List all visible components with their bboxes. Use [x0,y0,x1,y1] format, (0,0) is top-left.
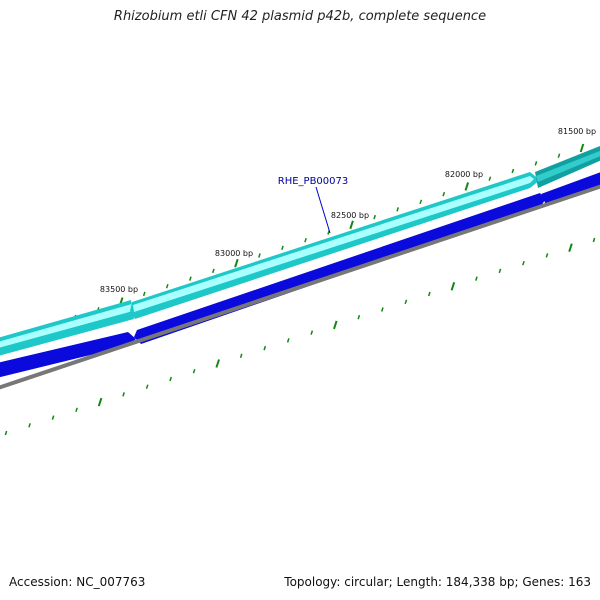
ruler-major-tick [234,258,239,268]
ruler-minor-tick [396,207,400,212]
inner-major-tick [215,359,220,368]
inner-minor-tick [51,415,55,420]
ruler-label: 83500 bp [100,285,138,294]
ruler-minor-tick [419,199,423,205]
forward-gene-band-selected-highlight [536,150,600,182]
forward-gene-band-main-highlight [133,176,534,312]
inner-major-tick [97,397,103,407]
ruler-major-tick [579,143,585,153]
ruler-minor-tick [211,268,215,274]
ruler-major-tick [349,220,354,230]
inner-minor-tick [522,260,525,266]
ruler-label: 82000 bp [445,170,483,179]
inner-minor-tick [122,392,125,397]
inner-ruler-ticks [4,237,596,436]
ruler-major-tick [464,182,470,191]
inner-minor-tick [498,268,502,274]
inner-minor-tick [145,384,149,389]
inner-minor-tick [404,299,408,305]
inner-minor-tick [286,338,290,343]
inner-minor-tick [239,353,243,359]
reverse-gene-arrow-left[interactable] [0,332,136,382]
ruler-minor-tick [534,161,538,166]
inner-major-tick [450,281,456,291]
gene-label[interactable]: RHE_PB00073 [278,176,349,187]
inner-minor-tick [427,291,431,297]
ruler-minor-tick [142,291,146,297]
ruler-minor-tick [281,245,284,251]
inner-minor-tick [263,345,267,351]
inner-minor-tick [545,253,549,258]
reverse-gene-arrow-right[interactable] [541,165,600,206]
ruler-minor-tick [442,191,446,197]
inner-minor-tick [169,376,173,382]
inner-minor-tick [192,368,196,374]
outer-ruler-labels: 81500 bp 82000 bp 82500 bp 83000 bp 83500 bp [100,127,596,294]
ruler-label: 82500 bp [331,211,369,220]
forward-strand-track [0,146,600,356]
accession-text: Accession: NC_007763 [9,575,146,589]
ruler-label: 81500 bp [558,127,596,136]
gene-callout[interactable]: RHE_PB00073 [278,176,349,234]
inner-minor-tick [592,237,596,243]
gene-callout-line [315,186,331,234]
ruler-minor-tick [488,176,492,181]
inner-minor-tick [380,307,384,312]
forward-gene-band-left-highlight [0,304,133,348]
sequence-backbone [0,184,600,390]
ruler-minor-tick [511,168,515,174]
ruler-minor-tick [373,214,377,220]
inner-major-tick [333,320,338,330]
reverse-strand-track [0,165,600,382]
ruler-minor-tick [188,276,192,281]
ruler-minor-tick [258,253,261,258]
inner-minor-tick [310,330,314,335]
ruler-minor-tick [557,153,561,158]
genome-summary-text: Topology: circular; Length: 184,338 bp; … [284,575,591,589]
map-title: Rhizobium etli CFN 42 plasmid p42b, comp… [113,9,487,24]
ruler-minor-tick [304,237,307,243]
ruler-minor-tick [165,283,169,289]
ruler-label: 83000 bp [215,249,253,258]
inner-minor-tick [75,407,78,413]
inner-major-tick [568,243,573,253]
inner-minor-tick [28,423,31,428]
inner-minor-tick [475,276,478,281]
inner-minor-tick [357,314,361,320]
inner-minor-tick [4,430,8,436]
